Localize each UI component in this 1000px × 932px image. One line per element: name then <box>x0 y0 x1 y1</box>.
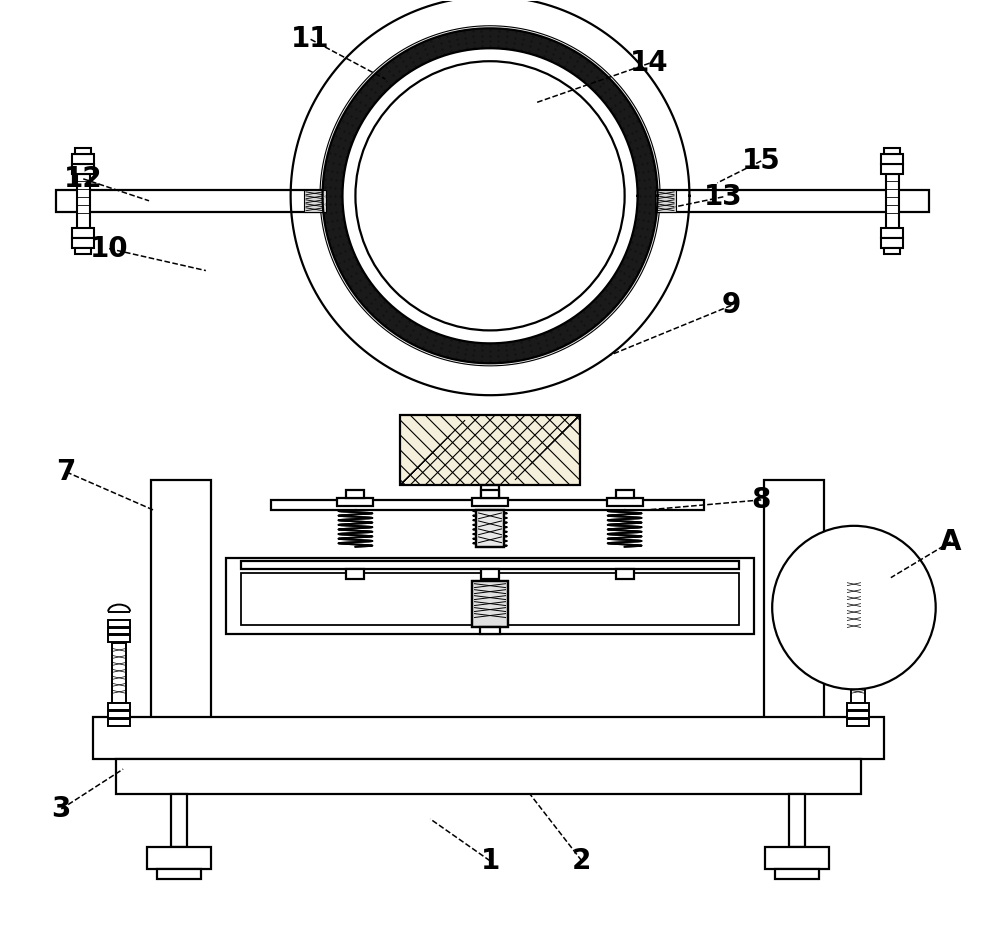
Bar <box>116 760 861 794</box>
Bar <box>304 190 326 212</box>
Text: 3: 3 <box>52 795 71 823</box>
Bar <box>108 720 130 726</box>
Bar <box>616 490 634 498</box>
Bar <box>881 154 903 164</box>
Bar <box>655 190 929 212</box>
Text: 9: 9 <box>722 292 741 320</box>
Bar <box>481 569 499 579</box>
Text: A: A <box>940 528 961 555</box>
Bar <box>56 190 326 212</box>
Bar <box>271 500 704 510</box>
Text: 13: 13 <box>704 183 743 211</box>
Circle shape <box>342 48 638 343</box>
Bar <box>847 578 861 637</box>
Bar <box>843 569 865 577</box>
Bar <box>851 643 865 704</box>
Bar <box>400 415 580 485</box>
Bar <box>847 704 869 710</box>
Bar <box>171 794 187 847</box>
Bar <box>481 485 499 503</box>
Circle shape <box>355 62 625 331</box>
Bar <box>472 581 508 626</box>
Bar <box>77 174 90 228</box>
Bar <box>346 569 364 579</box>
Text: 12: 12 <box>64 165 103 193</box>
Bar <box>843 637 865 644</box>
Bar <box>226 557 754 635</box>
Bar <box>472 498 508 506</box>
Bar <box>108 636 130 642</box>
Bar <box>843 554 865 561</box>
Bar <box>655 190 676 212</box>
Bar <box>775 869 819 879</box>
Bar <box>847 711 869 719</box>
Bar <box>472 581 508 626</box>
Circle shape <box>291 0 689 395</box>
Bar <box>843 562 865 569</box>
Bar <box>881 238 903 248</box>
Bar <box>72 227 94 238</box>
Bar <box>843 646 865 652</box>
Bar <box>346 490 364 498</box>
Text: 7: 7 <box>57 458 76 486</box>
Text: 1: 1 <box>480 847 500 875</box>
Bar <box>481 490 499 498</box>
Text: 8: 8 <box>752 486 771 514</box>
Bar <box>789 794 805 847</box>
Bar <box>476 510 504 547</box>
Bar <box>881 164 903 174</box>
Bar <box>616 569 634 579</box>
Bar <box>884 248 900 254</box>
Bar <box>147 847 211 869</box>
Circle shape <box>772 526 936 690</box>
Text: 15: 15 <box>742 147 781 175</box>
Text: 10: 10 <box>90 235 128 263</box>
Circle shape <box>323 28 658 363</box>
Text: 2: 2 <box>572 847 591 875</box>
Bar <box>108 704 130 710</box>
Bar <box>847 627 869 635</box>
Text: 14: 14 <box>630 49 669 77</box>
Bar <box>765 847 829 869</box>
Bar <box>881 227 903 238</box>
Bar <box>847 720 869 726</box>
Bar <box>476 510 504 547</box>
Bar <box>112 643 126 704</box>
Bar <box>764 480 824 720</box>
Bar <box>847 620 869 626</box>
Bar <box>72 154 94 164</box>
Bar <box>157 869 201 879</box>
Bar <box>241 561 739 569</box>
Bar <box>93 718 884 760</box>
Bar <box>108 627 130 635</box>
Bar <box>72 238 94 248</box>
Bar <box>75 148 91 154</box>
Text: 11: 11 <box>291 25 330 53</box>
Bar <box>847 636 869 642</box>
Bar <box>72 164 94 174</box>
Bar <box>75 248 91 254</box>
Circle shape <box>321 26 660 365</box>
Bar <box>337 498 373 506</box>
Bar <box>843 653 865 661</box>
Bar <box>886 174 899 228</box>
Bar <box>400 415 580 485</box>
Bar <box>607 498 643 506</box>
Bar <box>480 626 500 635</box>
Bar <box>884 148 900 154</box>
Bar <box>241 572 739 624</box>
Bar <box>108 620 130 626</box>
Circle shape <box>323 28 658 363</box>
Bar <box>108 711 130 719</box>
Bar <box>151 480 211 720</box>
